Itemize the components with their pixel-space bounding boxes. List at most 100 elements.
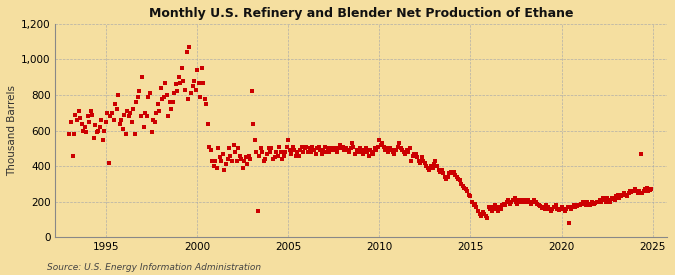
Point	[491, 207, 502, 211]
Point	[261, 152, 272, 156]
Point	[401, 148, 412, 152]
Point	[336, 146, 347, 151]
Point	[196, 66, 207, 71]
Point	[489, 203, 500, 208]
Point	[566, 207, 576, 211]
Point	[407, 153, 418, 158]
Point	[506, 200, 517, 204]
Point	[292, 150, 302, 154]
Point	[623, 191, 634, 195]
Point	[125, 111, 136, 115]
Point	[251, 150, 262, 154]
Point	[387, 150, 398, 154]
Point	[330, 148, 341, 152]
Point	[240, 155, 251, 160]
Point	[543, 205, 554, 209]
Point	[571, 204, 582, 208]
Point	[215, 155, 225, 160]
Point	[90, 123, 101, 128]
Point	[359, 148, 370, 152]
Point	[237, 166, 248, 170]
Point	[160, 80, 171, 85]
Point	[453, 177, 464, 181]
Point	[91, 130, 102, 135]
Point	[130, 132, 140, 136]
Point	[228, 143, 239, 147]
Point	[462, 189, 472, 193]
Point	[334, 143, 345, 147]
Point	[325, 146, 336, 151]
Point	[588, 201, 599, 206]
Point	[576, 201, 587, 206]
Point	[152, 102, 163, 106]
Point	[606, 196, 617, 200]
Point	[560, 208, 570, 213]
Point	[172, 89, 183, 94]
Point	[104, 161, 115, 165]
Point	[307, 144, 318, 149]
Point	[115, 118, 126, 122]
Point	[269, 155, 280, 160]
Point	[470, 201, 481, 206]
Point	[296, 144, 307, 149]
Point	[108, 118, 119, 122]
Point	[190, 87, 201, 92]
Point	[582, 200, 593, 204]
Point	[124, 114, 134, 119]
Point	[537, 206, 547, 210]
Point	[618, 191, 629, 195]
Point	[140, 111, 151, 115]
Point	[424, 167, 435, 172]
Point	[421, 164, 432, 168]
Point	[254, 153, 265, 158]
Point	[246, 89, 257, 94]
Point	[298, 150, 308, 154]
Point	[302, 150, 313, 154]
Point	[532, 201, 543, 206]
Point	[338, 144, 348, 149]
Point	[186, 91, 196, 95]
Point	[163, 114, 173, 119]
Point	[436, 167, 447, 172]
Point	[561, 207, 572, 211]
Point	[234, 153, 245, 158]
Point	[236, 157, 246, 161]
Point	[362, 150, 373, 154]
Point	[545, 208, 556, 213]
Point	[497, 203, 508, 208]
Point	[409, 152, 420, 156]
Point	[386, 148, 397, 152]
Point	[419, 161, 430, 165]
Point	[556, 205, 567, 209]
Point	[523, 198, 534, 202]
Point	[202, 121, 213, 126]
Point	[289, 148, 300, 152]
Point	[169, 91, 180, 95]
Point	[182, 97, 193, 101]
Point	[541, 203, 552, 208]
Point	[321, 150, 331, 154]
Point	[281, 144, 292, 149]
Point	[221, 162, 232, 167]
Point	[483, 205, 494, 209]
Point	[368, 152, 379, 156]
Point	[371, 148, 381, 152]
Point	[632, 191, 643, 195]
Point	[558, 207, 568, 211]
Point	[524, 200, 535, 204]
Point	[149, 120, 160, 124]
Point	[465, 194, 476, 199]
Point	[646, 187, 657, 192]
Point	[594, 198, 605, 202]
Point	[199, 97, 210, 101]
Point	[458, 184, 468, 188]
Point	[69, 132, 80, 136]
Point	[96, 118, 107, 122]
Point	[640, 187, 651, 192]
Point	[584, 201, 595, 206]
Point	[479, 212, 489, 216]
Point	[476, 214, 487, 218]
Point	[527, 200, 538, 204]
Point	[512, 201, 523, 206]
Point	[488, 205, 499, 209]
